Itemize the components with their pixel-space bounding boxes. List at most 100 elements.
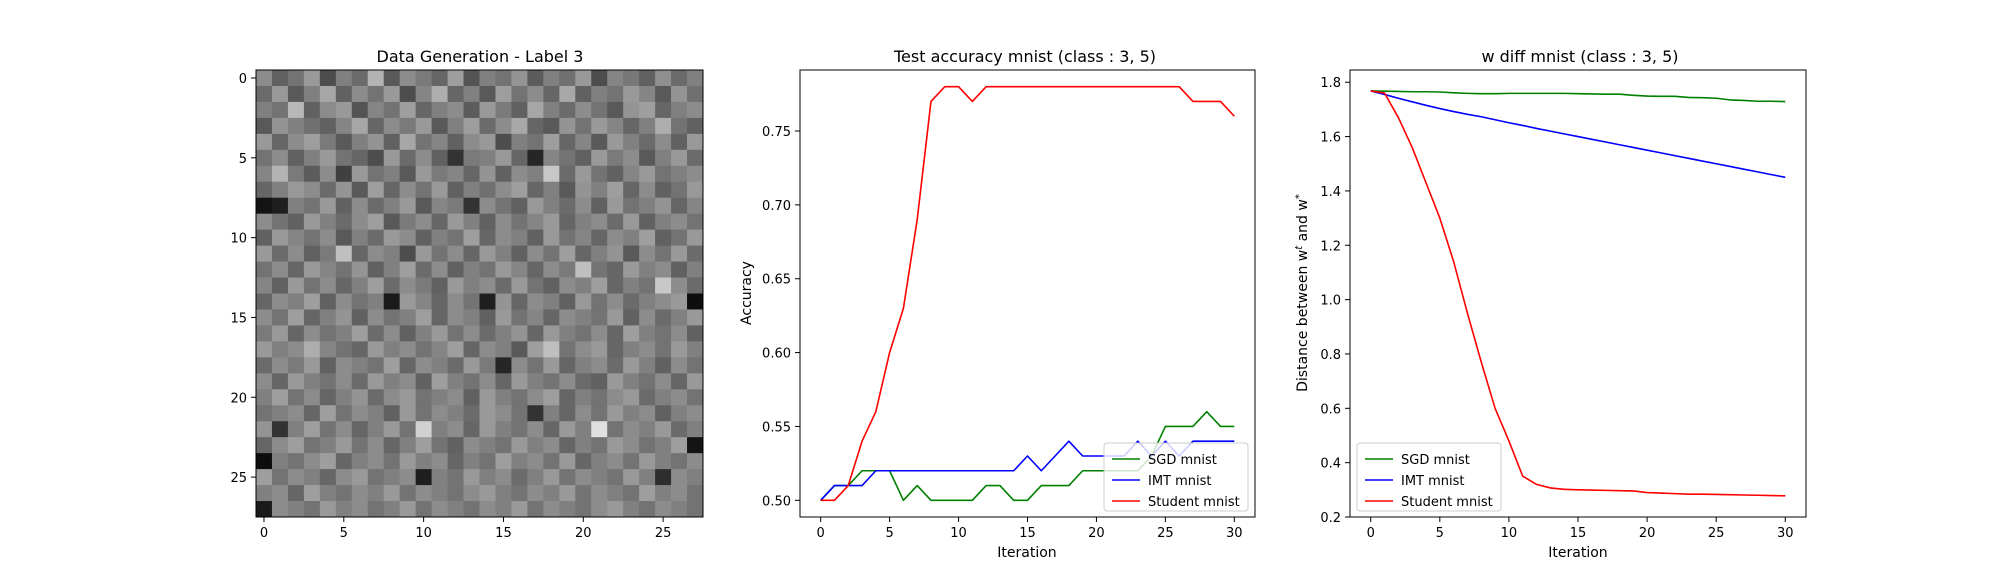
- heatmap-cell: [287, 149, 305, 167]
- heatmap-cell: [639, 373, 656, 390]
- heatmap-cell: [303, 501, 321, 518]
- heatmap-cell: [495, 245, 512, 262]
- heatmap-cell: [271, 213, 289, 231]
- heatmap-cell: [511, 229, 528, 247]
- heatmap-cell: [575, 133, 592, 151]
- heatmap-cell: [527, 213, 544, 231]
- heatmap-cell: [303, 485, 321, 502]
- heatmap-cell: [367, 133, 385, 151]
- heatmap-cell: [543, 501, 560, 518]
- heatmap-cell: [335, 421, 353, 438]
- heatmap-cell: [351, 437, 369, 454]
- heatmap-cell: [383, 341, 401, 358]
- heatmap-cell: [623, 261, 640, 278]
- heatmap-cell: [639, 165, 656, 183]
- heatmap-cell: [559, 181, 576, 199]
- heatmap-cell: [351, 325, 369, 342]
- heatmap-cell: [463, 309, 480, 326]
- heatmap-cell: [623, 405, 640, 422]
- heatmap-cell: [351, 277, 369, 294]
- x-tick-label: 20: [1088, 526, 1105, 541]
- heatmap-cell: [479, 149, 496, 167]
- heatmap-cell: [399, 277, 417, 294]
- heatmap-cell: [639, 421, 656, 438]
- heatmap-cell: [655, 101, 672, 119]
- heatmap-cell: [511, 405, 528, 422]
- heatmap-cell: [495, 133, 512, 151]
- heatmap-cell: [351, 309, 369, 326]
- heatmap-cell: [447, 101, 464, 119]
- heatmap-cell: [527, 341, 544, 358]
- heatmap-cell: [463, 357, 480, 374]
- heatmap-cell: [623, 245, 640, 262]
- heatmap-cell: [607, 165, 624, 183]
- heatmap-cell: [495, 70, 512, 87]
- heatmap-cell: [623, 485, 640, 502]
- heatmap-cell: [256, 261, 273, 278]
- heatmap-cell: [511, 485, 528, 502]
- accuracy-title: Test accuracy mnist (class : 3, 5): [893, 47, 1156, 66]
- heatmap-cell: [415, 357, 433, 374]
- heatmap-cell: [319, 453, 337, 470]
- heatmap-cell: [495, 165, 512, 183]
- heatmap-cell: [256, 453, 273, 470]
- heatmap-cell: [351, 421, 369, 438]
- heatmap-cell: [559, 405, 576, 422]
- heatmap-cell: [543, 389, 560, 406]
- heatmap-cell: [271, 245, 289, 262]
- heatmap-cell: [591, 453, 608, 470]
- heatmap-cell: [351, 485, 369, 502]
- heatmap-cell: [287, 357, 305, 374]
- heatmap-cell: [687, 197, 704, 215]
- accuracy-lines: [820, 85, 1235, 502]
- heatmap-cell: [671, 325, 688, 342]
- heatmap-cell: [575, 85, 592, 103]
- legend-label: SGD mnist: [1401, 453, 1470, 468]
- heatmap-cell: [367, 261, 385, 278]
- heatmap-cell: [415, 437, 433, 454]
- heatmap-cell: [431, 437, 448, 454]
- heatmap-cell: [335, 437, 353, 454]
- heatmap-cell: [335, 453, 353, 470]
- heatmap-cell: [495, 229, 512, 247]
- heatmap-cell: [335, 325, 353, 342]
- heatmap-cell: [335, 133, 353, 151]
- y-tick-label: 1.0: [1320, 294, 1341, 309]
- heatmap-cell: [431, 293, 448, 310]
- heatmap-cell: [559, 149, 576, 167]
- heatmap-cell: [303, 469, 321, 486]
- heatmap-cell: [559, 325, 576, 342]
- heatmap-cell: [367, 309, 385, 326]
- heatmap-cell: [687, 213, 704, 231]
- heatmap-cell: [495, 213, 512, 231]
- heatmap-cell: [415, 181, 433, 199]
- heatmap-cell: [319, 70, 337, 87]
- heatmap-cell: [431, 133, 448, 151]
- heatmap-cell: [383, 277, 401, 294]
- heatmap-cell: [543, 357, 560, 374]
- heatmap-cell: [303, 149, 321, 167]
- heatmap-cell: [559, 485, 576, 502]
- heatmap-cell: [367, 485, 385, 502]
- heatmap-cell: [463, 101, 480, 119]
- heatmap-cell: [303, 197, 321, 215]
- heatmap-cell: [415, 341, 433, 358]
- heatmap-cell: [351, 165, 369, 183]
- heatmap-cell: [303, 421, 321, 438]
- y-tick-label: 0.55: [762, 420, 791, 435]
- heatmap-cell: [367, 277, 385, 294]
- legend-label: SGD mnist: [1148, 453, 1217, 468]
- heatmap-cell: [479, 277, 496, 294]
- heatmap-cell: [399, 181, 417, 199]
- heatmap-cell: [399, 405, 417, 422]
- heatmap-cell: [271, 293, 289, 310]
- heatmap-y-ticks: 0 5 10 15 20 25: [230, 72, 256, 486]
- heatmap-cell: [527, 133, 544, 151]
- heatmap-cell: [335, 149, 353, 167]
- heatmap-cell: [383, 405, 401, 422]
- heatmap-cell: [687, 133, 704, 151]
- heatmap-cell: [495, 437, 512, 454]
- heatmap-cell: [447, 277, 464, 294]
- heatmap-cell: [575, 341, 592, 358]
- heatmap-cell: [671, 421, 688, 438]
